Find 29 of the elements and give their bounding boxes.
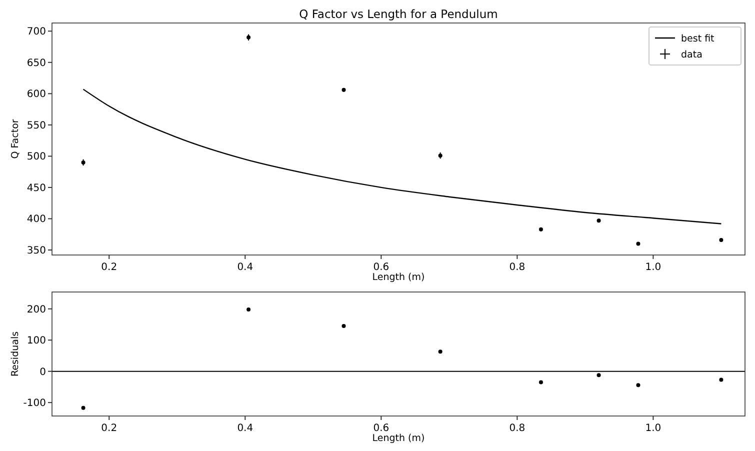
y-tick-label: 350 <box>26 245 46 256</box>
x-tick-label: 1.0 <box>645 423 662 434</box>
y-axis-title: Q Factor <box>10 119 21 159</box>
x-tick-label: 0.2 <box>101 423 118 434</box>
y-tick-label: 450 <box>26 182 46 194</box>
legend-label: best fit <box>681 34 715 44</box>
x-tick-label: 0.6 <box>373 423 390 434</box>
x-tick-label: 0.8 <box>509 262 526 273</box>
y-tick-label: 700 <box>26 26 46 38</box>
x-tick-label: 0.4 <box>237 423 254 434</box>
x-tick-label: 0.6 <box>373 262 390 273</box>
x-tick-label: 0.2 <box>101 262 118 273</box>
x-axis-title: Length (m) <box>372 433 425 444</box>
y-tick-label: 500 <box>26 152 46 163</box>
y-axis-title: Residuals <box>10 331 21 377</box>
y-tick-label: 100 <box>26 336 46 347</box>
y-tick-label: 0 <box>40 366 46 378</box>
x-axis-title: Length (m) <box>372 272 425 283</box>
y-tick-label: 650 <box>26 58 46 69</box>
y-tick-label: 550 <box>26 120 46 132</box>
y-tick-label: 600 <box>26 89 46 100</box>
y-tick-label: 200 <box>26 304 46 316</box>
x-tick-label: 1.0 <box>645 262 662 273</box>
x-tick-label: 0.4 <box>237 262 254 273</box>
legend-label: data <box>681 50 702 60</box>
y-tick-label: 400 <box>26 214 46 226</box>
x-tick-label: 0.8 <box>509 423 526 434</box>
y-tick-label: -100 <box>23 398 46 410</box>
chart-title: Q Factor vs Length for a Pendulum <box>299 7 498 21</box>
